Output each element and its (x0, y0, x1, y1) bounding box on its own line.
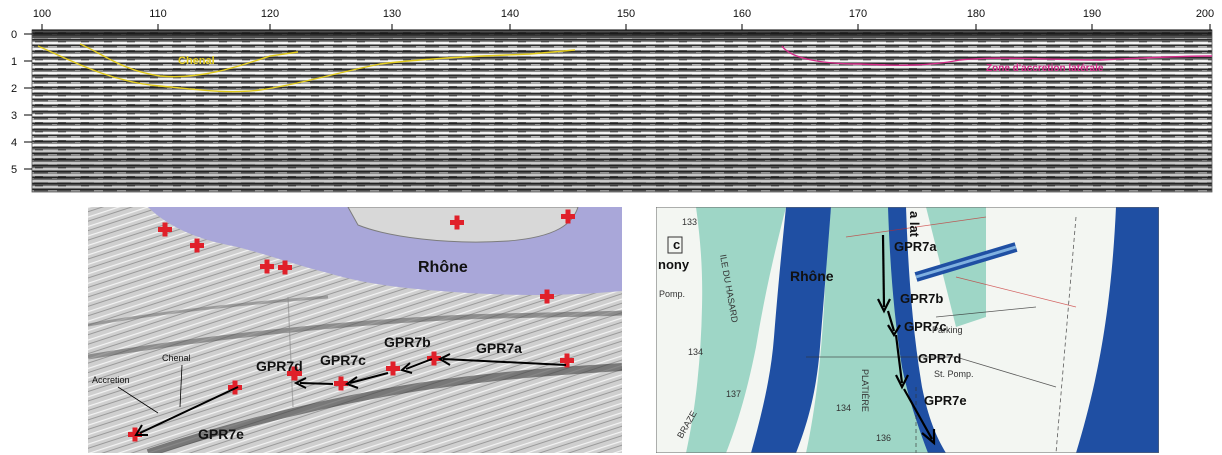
gpr7a-start-marker (560, 353, 574, 368)
gpr7b-label: GPR7b (384, 334, 431, 350)
hillshade-map: Rhône GPR7a GPR7b GPR7c GPR7d GPR7e Chen… (88, 207, 622, 453)
x-tick-label: 170 (849, 8, 867, 20)
x-axis-ticks: 100 110 120 130 140 150 160 170 180 190 … (33, 8, 1214, 30)
x-tick-label: 140 (501, 8, 519, 20)
depth-tick-label: 2 (11, 83, 17, 95)
grid-letter: c (673, 237, 680, 252)
partial-top-label: a lat (907, 211, 922, 238)
cross-marker (450, 215, 464, 230)
cross-marker (158, 222, 172, 237)
rhone-river (751, 207, 831, 453)
cross-marker (128, 427, 142, 442)
cross-marker (540, 289, 554, 304)
x-tick-label: 200 (1196, 8, 1214, 20)
elevation-137: 137 (726, 389, 741, 399)
x-tick-label: 130 (383, 8, 401, 20)
chenal-annotation: Chenal (162, 353, 191, 363)
elevation-134: 134 (688, 347, 703, 357)
topographic-map: c nony a lat Rhône 133 134 137 134 136 I… (656, 207, 1159, 453)
side-channel (888, 207, 946, 453)
depth-axis-ticks: 0 1 2 3 4 5 (11, 29, 32, 176)
gpr7a-label: GPR7a (476, 340, 522, 356)
st-pomp-label: St. Pomp. (934, 369, 974, 379)
x-tick-label: 160 (733, 8, 751, 20)
elevation-134b: 134 (836, 403, 851, 413)
accretion-leader (117, 386, 159, 414)
depth-tick-label: 1 (11, 56, 17, 68)
topo-gpr7c-label: GPR7c (904, 319, 947, 334)
gpr7d-label: GPR7d (256, 358, 303, 374)
depth-tick-label: 4 (11, 137, 17, 149)
cross-marker (288, 366, 302, 381)
x-tick-label: 120 (261, 8, 279, 20)
partial-left-label: nony (658, 257, 690, 272)
cross-marker (561, 209, 575, 224)
x-tick-label: 190 (1083, 8, 1101, 20)
topo-gpr7a-label: GPR7a (894, 239, 937, 254)
east-river (1076, 207, 1159, 453)
grid-letter-box (667, 236, 683, 254)
elevation-133: 133 (682, 217, 697, 227)
rhone-label: Rhône (418, 259, 468, 276)
place-platiere: PLATIÈRE (860, 369, 870, 412)
gpr-radargram: 100 110 120 130 140 150 160 170 180 190 … (11, 8, 1214, 193)
topo-gpr7e-label: GPR7e (924, 393, 967, 408)
x-tick-label: 150 (617, 8, 635, 20)
gpr7c-marker (386, 361, 400, 376)
gpr7b-marker (427, 351, 441, 366)
chenal-leader (179, 364, 183, 408)
topo-gpr7d-label: GPR7d (918, 351, 961, 366)
island-land (686, 207, 786, 453)
profile-arrows (134, 353, 567, 436)
cross-marker (260, 259, 274, 274)
depth-tick-label: 3 (11, 110, 17, 122)
gpr7c-label: GPR7c (320, 352, 366, 368)
x-tick-label: 110 (149, 8, 167, 20)
topo-profile-arrows (877, 234, 936, 446)
topo-gpr7b-label: GPR7b (900, 291, 943, 306)
depth-tick-label: 0 (11, 29, 17, 41)
gpr7e-label: GPR7e (198, 426, 244, 442)
parking-label: Parking (932, 325, 963, 335)
accretion-horizon (781, 45, 1213, 66)
accretion-annotation: Accretion (92, 375, 130, 385)
chenal-horizon-upper (79, 43, 299, 78)
chenal-label: Chenal (178, 55, 215, 67)
topo-rhone-label: Rhône (790, 268, 834, 284)
zone-label: Zone d'accretion latérale (986, 63, 1104, 74)
depth-tick-label: 5 (11, 164, 17, 176)
pomp-label-left: Pomp. (659, 289, 685, 299)
x-tick-label: 100 (33, 8, 51, 20)
elevation-136: 136 (876, 433, 891, 443)
x-tick-label: 180 (967, 8, 985, 20)
cross-marker (190, 238, 204, 253)
cross-marker (278, 260, 292, 275)
sample-markers (128, 209, 575, 442)
chenal-horizon-lower (37, 45, 576, 93)
gpr7d-marker (334, 376, 348, 391)
